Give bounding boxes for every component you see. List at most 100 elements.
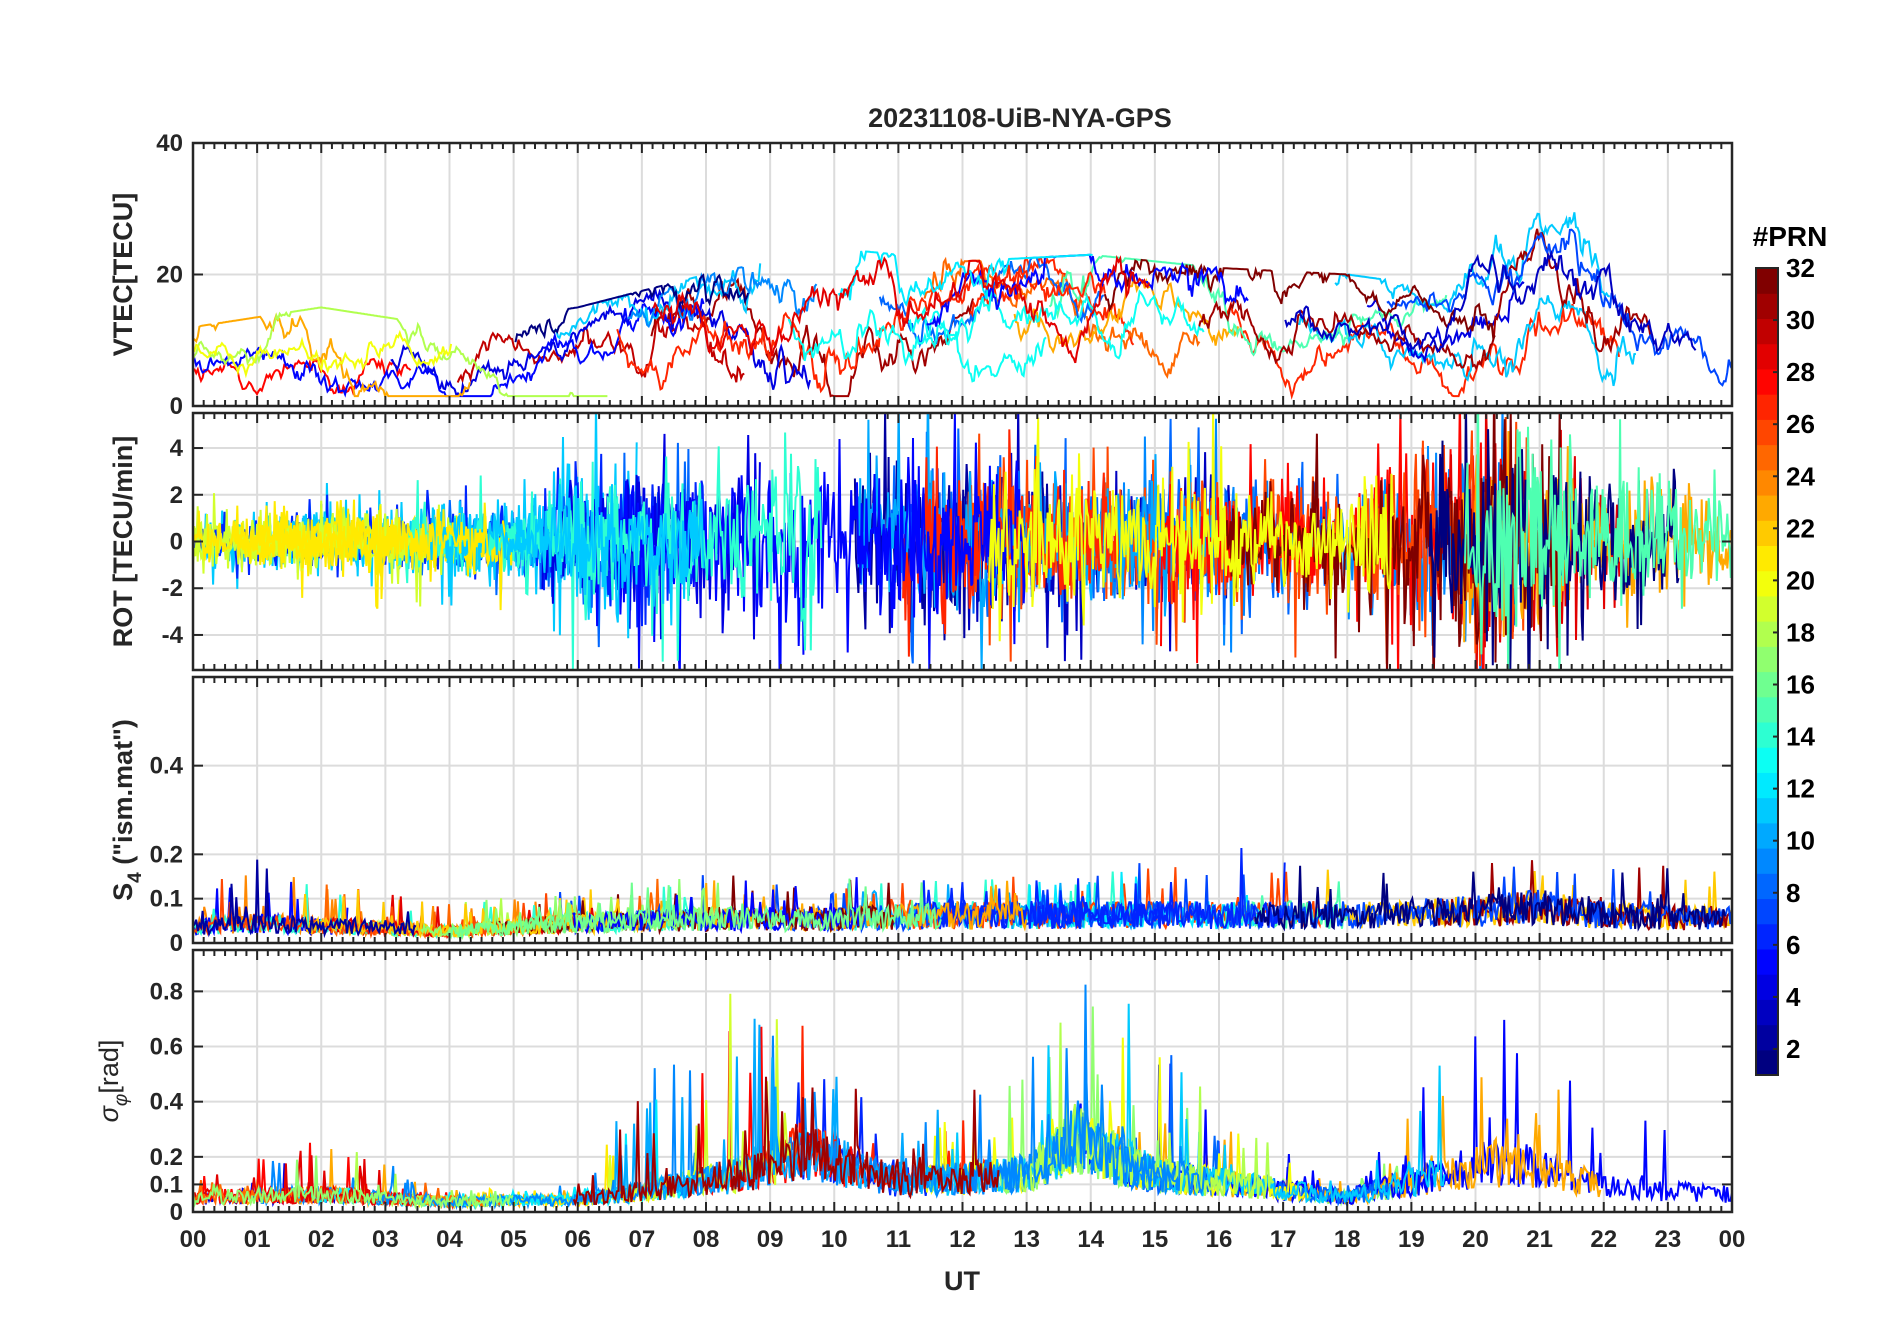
panel-4: 00.10.2 0.4 0.6 0.8 σφ[rad]: [94, 948, 1734, 1226]
series-line-prn-11: [1295, 295, 1637, 387]
panel-1: 0 20 40 VTEC[TECU]: [108, 130, 1734, 420]
x-tick-label: 17: [1270, 1226, 1297, 1253]
x-tick-label: 08: [693, 1226, 720, 1253]
series-line-prn-15: [1048, 254, 1448, 357]
colorbar-segment: [1756, 343, 1778, 370]
traces: [193, 847, 1732, 941]
colorbar-segment: [1756, 595, 1778, 622]
colorbar-segment: [1756, 898, 1778, 925]
colorbar-segment: [1756, 948, 1778, 975]
y-tick-label: 0.4: [150, 1089, 184, 1116]
colorbar-segment: [1756, 621, 1778, 647]
series-line-prn-16: [446, 878, 942, 940]
x-axis-label: UT: [944, 1266, 980, 1296]
x-tick-label: 19: [1398, 1226, 1425, 1253]
colorbar-tick-label: 28: [1786, 357, 1815, 387]
y-tick-label: 0.6: [150, 1034, 183, 1061]
colorbar-segment: [1756, 293, 1778, 320]
series-line-prn-3: [1284, 249, 1697, 354]
series-line-prn-30: [456, 303, 745, 384]
colorbar-tick-label: 2: [1786, 1034, 1800, 1064]
x-tick-label: 04: [436, 1226, 463, 1253]
series-line-prn-20: [987, 413, 1395, 642]
x-tick-label: 05: [500, 1226, 527, 1253]
y-tick-label: 0.4: [150, 753, 184, 780]
colorbar-segment: [1756, 822, 1778, 849]
y-tick-label: 0.2: [150, 841, 183, 868]
colorbar-segment: [1756, 772, 1778, 799]
series-line-prn-31: [1197, 228, 1652, 371]
y-tick-label: 2: [170, 482, 183, 509]
series-line-prn-1: [1254, 865, 1727, 932]
colorbar-tick-label: 26: [1786, 409, 1815, 439]
colorbar-segment: [1756, 419, 1778, 446]
traces: [193, 212, 1732, 400]
y-tick-label: -2: [162, 575, 183, 602]
traces: [193, 413, 1732, 670]
x-tick-label: 07: [629, 1226, 656, 1253]
series-line-prn-9: [873, 1048, 1208, 1199]
y-tick-label: 0.1: [150, 1171, 183, 1198]
colorbar-segment: [1756, 444, 1778, 471]
colorbar-tick-label: 30: [1786, 305, 1815, 335]
y-tick-label: 0: [170, 1199, 183, 1226]
colorbar-segment: [1756, 368, 1778, 395]
series-line-prn-22: [302, 889, 627, 938]
x-tick-label: 18: [1334, 1226, 1361, 1253]
series-line-prn-23: [193, 312, 471, 399]
colorbar-tick-label: 22: [1786, 513, 1815, 543]
series-line-prn-29: [652, 254, 1151, 364]
x-tick-label: 11: [886, 1226, 911, 1253]
x-tick-label: 02: [308, 1226, 335, 1253]
x-tick-label: 21: [1526, 1226, 1553, 1253]
y-tick-label: 0.8: [150, 978, 183, 1005]
colorbar-tick-label: 24: [1786, 461, 1815, 491]
colorbar-segment: [1756, 999, 1778, 1026]
colorbar-segment: [1756, 923, 1778, 950]
y-tick-label: 0: [170, 930, 183, 957]
colorbar-segment: [1756, 721, 1778, 748]
y-tick-label: 20: [156, 262, 183, 289]
colorbar-tick-label: 10: [1786, 826, 1815, 856]
x-tick-label: 06: [564, 1226, 591, 1253]
colorbar-tick-label: 12: [1786, 774, 1815, 804]
y-tick-label: 4: [170, 435, 184, 462]
colorbar-segment: [1756, 797, 1778, 824]
x-tick-label: 20: [1462, 1226, 1489, 1253]
series-line-prn-2: [193, 859, 417, 939]
series-line-prn-15: [1464, 413, 1732, 670]
series-line-prn-21: [193, 499, 490, 610]
x-tick-label: 23: [1655, 1226, 1682, 1253]
y-axis-label: S4 ("ism.mat"): [108, 719, 146, 901]
colorbar-segment: [1756, 1024, 1778, 1051]
y-axis-label: VTEC[TECU]: [108, 193, 138, 357]
x-tick-label: 00: [1719, 1226, 1746, 1253]
x-tick-label: 14: [1077, 1226, 1104, 1253]
colorbar-tick-label: 16: [1786, 670, 1815, 700]
panel-3: 0 0.1 0.2 0.4S4 ("ism.mat"): [108, 675, 1734, 957]
colorbar-segment: [1756, 1049, 1778, 1076]
y-tick-label: 40: [156, 130, 183, 157]
y-axis-label: σφ[rad]: [94, 1040, 132, 1123]
series-line-prn-20: [193, 329, 453, 379]
colorbar-segment: [1756, 646, 1778, 673]
series-line-prn-1: [514, 273, 750, 343]
colorbar-tick-label: 20: [1786, 565, 1815, 595]
colorbar-tick-label: 32: [1786, 253, 1815, 283]
x-tick-label: 22: [1590, 1226, 1617, 1253]
x-tick-label: 13: [1013, 1226, 1040, 1253]
colorbar-segment: [1756, 696, 1778, 723]
series-line-prn-32: [1103, 258, 1496, 342]
series-line-prn-17: [193, 1155, 514, 1211]
x-tick-label: 12: [949, 1226, 976, 1253]
colorbar-frame: [1755, 267, 1779, 1076]
x-tick-label: 10: [821, 1226, 848, 1253]
colorbar-segment: [1756, 520, 1778, 547]
colorbar-segment: [1756, 671, 1778, 698]
series-line-prn-27: [969, 255, 1135, 346]
colorbar-segment: [1756, 494, 1778, 521]
colorbar-segment: [1756, 974, 1778, 1000]
